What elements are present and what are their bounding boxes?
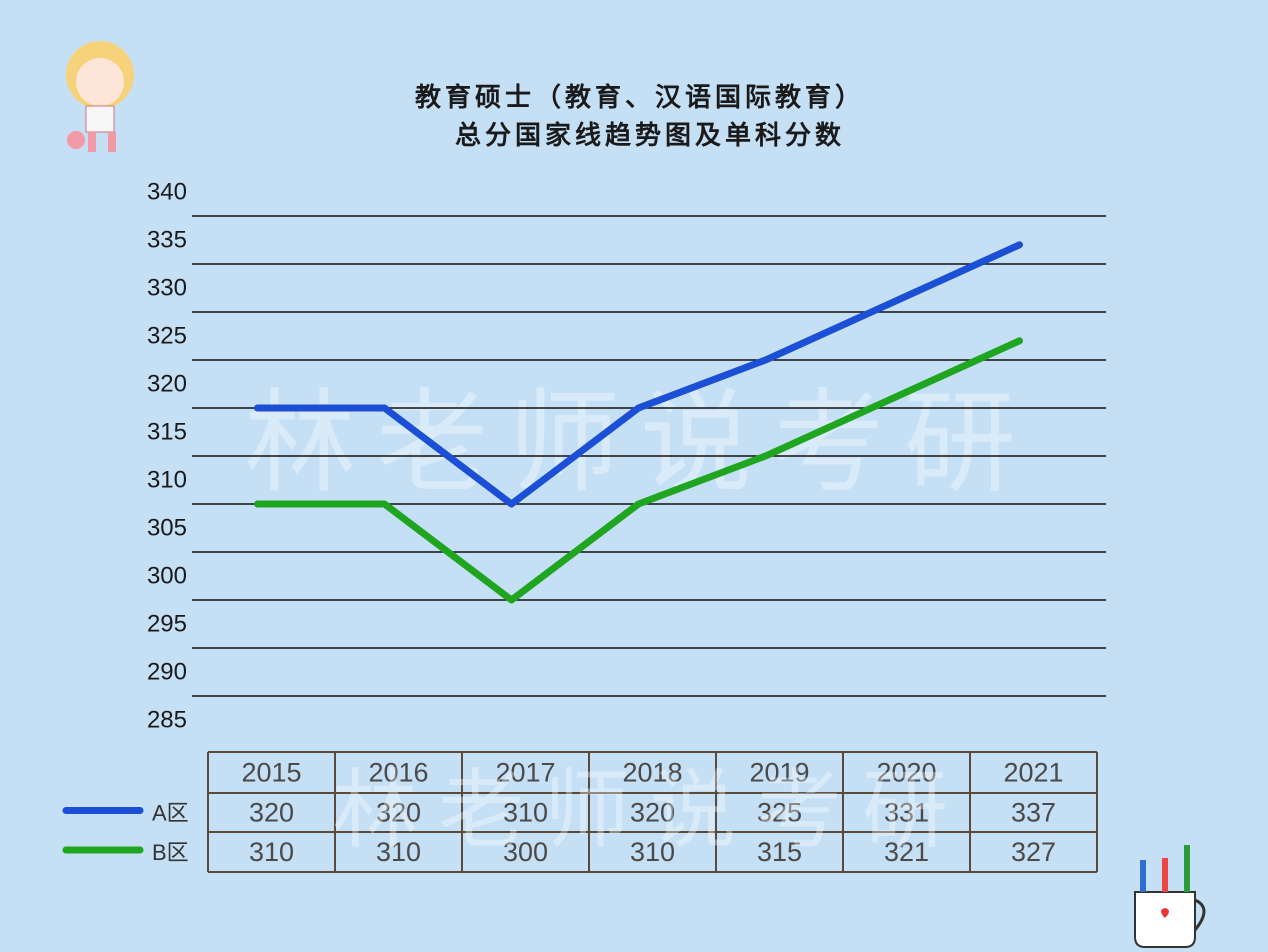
- y-tick-label: 330: [147, 274, 187, 301]
- x-tick-label: 2021: [1003, 758, 1063, 788]
- y-tick-label: 285: [147, 706, 187, 733]
- x-tick-label: 2018: [622, 758, 682, 788]
- data-label: 320: [376, 798, 421, 828]
- series-line: [254, 337, 1023, 604]
- watermark: 林老师说考研: [244, 383, 1036, 507]
- x-tick-label: 2016: [368, 758, 428, 788]
- y-tick-label: 315: [147, 418, 187, 445]
- x-tick-label: 2020: [876, 758, 936, 788]
- y-tick-label: 300: [147, 562, 187, 589]
- watermark: 林老师说考研: [332, 763, 968, 859]
- y-tick-label: 325: [147, 322, 187, 349]
- y-tick-label: 335: [147, 226, 187, 253]
- series-line: [254, 241, 1023, 508]
- x-tick-label: 2017: [495, 758, 555, 788]
- y-tick-label: 295: [147, 610, 187, 637]
- x-tick-label: 2019: [749, 758, 809, 788]
- mug-icon: [1134, 845, 1206, 948]
- data-label: 315: [757, 837, 802, 867]
- data-table: 2015 2016 2017 2018 2019 2020 2021 320 320 310 320…: [62, 751, 1098, 873]
- data-label: 337: [1011, 798, 1056, 828]
- data-label: 310: [503, 798, 548, 828]
- data-label: 327: [1011, 837, 1056, 867]
- data-label: 320: [630, 798, 675, 828]
- data-label: 310: [630, 837, 675, 867]
- y-tick-label: 340: [147, 178, 187, 205]
- y-tick-label: 310: [147, 466, 187, 493]
- data-label: 310: [376, 837, 421, 867]
- data-label: 300: [503, 837, 548, 867]
- grid: 340 335 330 325 320 315 310 305 300 295 290 285: [147, 178, 1106, 733]
- data-label: 331: [884, 798, 929, 828]
- data-label: 310: [249, 837, 294, 867]
- y-tick-label: 290: [147, 658, 187, 685]
- x-tick-label: 2015: [241, 758, 301, 788]
- legend-label: B区: [152, 840, 189, 865]
- y-tick-label: 320: [147, 370, 187, 397]
- legend-label: A区: [152, 800, 189, 825]
- data-label: 320: [249, 798, 294, 828]
- data-label: 321: [884, 837, 929, 867]
- y-tick-label: 305: [147, 514, 187, 541]
- plot: [254, 241, 1023, 604]
- girl-icon: [66, 41, 134, 152]
- chart-title: 教育硕士（教育、汉语国际教育）: [415, 82, 865, 112]
- chart-subtitle: 总分国家线趋势图及单科分数: [455, 120, 845, 150]
- data-label: 325: [757, 798, 802, 828]
